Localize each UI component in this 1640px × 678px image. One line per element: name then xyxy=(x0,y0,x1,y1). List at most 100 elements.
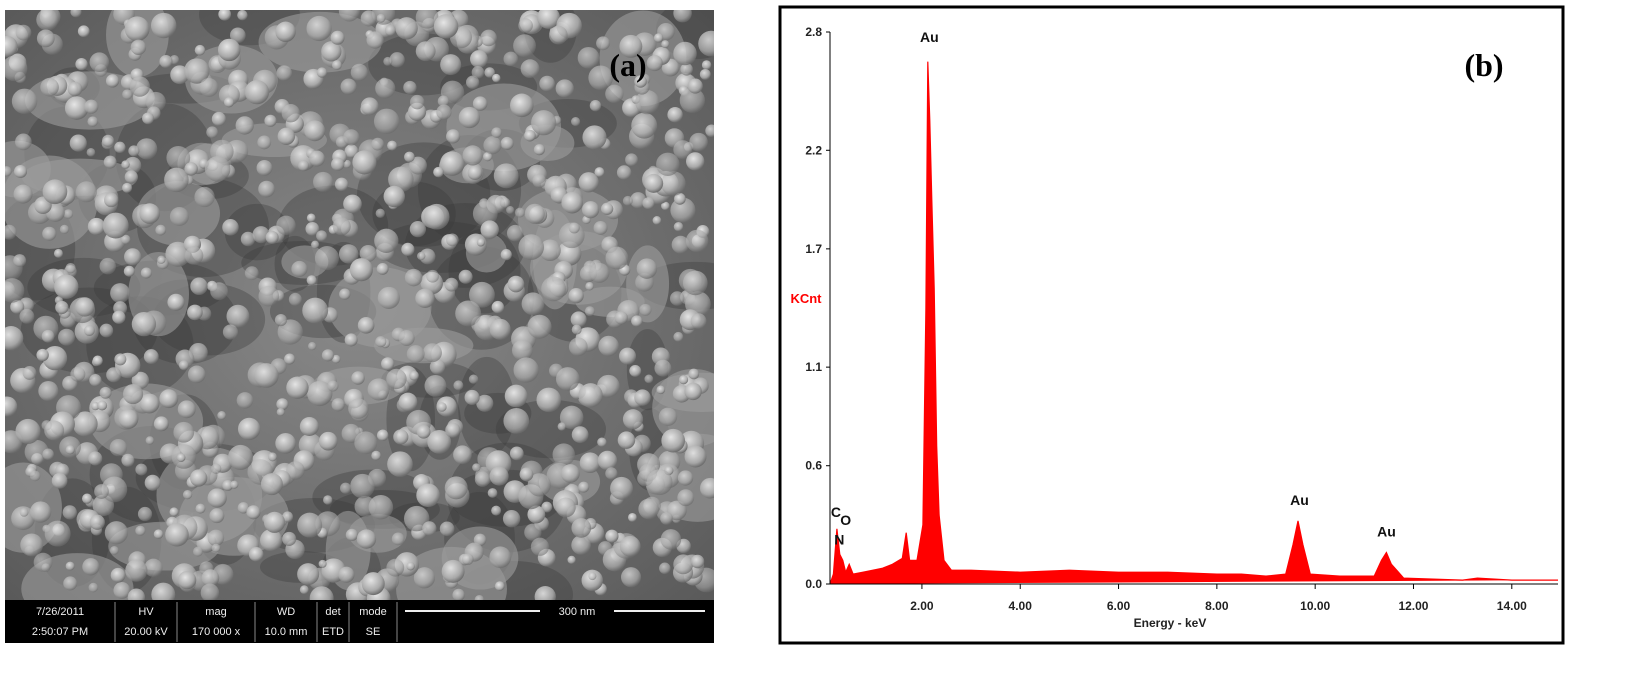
particle xyxy=(570,311,587,328)
particle xyxy=(491,505,502,516)
particle xyxy=(409,156,427,175)
particle xyxy=(99,257,116,275)
particle xyxy=(423,203,450,230)
particle xyxy=(104,192,119,208)
particle xyxy=(331,354,341,364)
particle xyxy=(506,205,515,215)
particle xyxy=(332,217,351,236)
x-tick-label: 4.00 xyxy=(1009,599,1033,613)
particle xyxy=(235,116,254,135)
particle xyxy=(571,426,589,444)
particle xyxy=(597,374,620,398)
particle xyxy=(536,387,562,413)
particle xyxy=(354,431,378,455)
particle xyxy=(165,241,191,267)
particle xyxy=(605,84,624,104)
particle xyxy=(129,76,150,97)
annotation: C xyxy=(831,504,841,520)
particle xyxy=(178,360,189,371)
particle xyxy=(415,10,439,29)
particle xyxy=(169,507,179,517)
particle xyxy=(670,197,696,223)
particle xyxy=(567,555,576,565)
particle xyxy=(483,152,493,162)
particle xyxy=(462,553,474,566)
particle xyxy=(54,274,79,299)
particle xyxy=(605,529,619,543)
particle xyxy=(195,503,206,514)
particle xyxy=(582,125,607,150)
flake xyxy=(328,267,432,348)
particle xyxy=(139,393,160,414)
particle xyxy=(677,470,694,486)
particle xyxy=(164,167,189,193)
particle xyxy=(29,501,52,523)
particle xyxy=(493,163,519,189)
particle xyxy=(502,510,521,528)
particle xyxy=(331,60,342,71)
particle xyxy=(480,29,497,47)
particle xyxy=(316,67,328,78)
particle xyxy=(184,246,204,265)
particle xyxy=(123,265,135,277)
particle xyxy=(555,497,576,518)
particle xyxy=(413,567,436,589)
particle xyxy=(503,408,530,434)
particle xyxy=(99,386,112,399)
particle xyxy=(276,408,285,417)
particle xyxy=(121,453,135,467)
particle xyxy=(15,418,41,444)
particle xyxy=(652,216,662,225)
particle xyxy=(539,239,561,262)
particle xyxy=(5,166,12,177)
info-header: mode xyxy=(359,606,387,618)
particle xyxy=(588,65,613,91)
particle xyxy=(137,506,153,522)
particle xyxy=(15,133,32,151)
particle xyxy=(673,10,692,23)
particle xyxy=(176,453,186,463)
particle xyxy=(581,569,603,592)
particle xyxy=(297,563,320,586)
particle xyxy=(636,258,658,279)
particle xyxy=(629,364,642,377)
particle xyxy=(59,224,70,234)
particle xyxy=(75,297,95,317)
info-value: SE xyxy=(366,626,381,638)
particle xyxy=(313,171,334,192)
particle xyxy=(281,104,300,123)
particle xyxy=(410,94,425,110)
particle xyxy=(155,224,167,236)
particle xyxy=(593,220,608,235)
particle xyxy=(151,582,176,600)
particle xyxy=(472,96,488,111)
particle xyxy=(446,233,459,247)
particle xyxy=(422,521,437,536)
particle xyxy=(619,34,643,58)
particle xyxy=(291,260,308,278)
particle xyxy=(589,262,610,283)
particles xyxy=(5,10,714,600)
particle xyxy=(509,446,524,461)
particle xyxy=(106,367,122,383)
particle xyxy=(99,323,114,338)
particle xyxy=(359,245,377,263)
particle xyxy=(190,277,208,295)
particle xyxy=(5,55,28,82)
annotation: Au xyxy=(920,29,939,45)
x-tick-label: 8.00 xyxy=(1205,599,1229,613)
particle xyxy=(491,127,502,138)
particle xyxy=(277,127,296,146)
particle xyxy=(192,546,203,557)
particle xyxy=(579,452,601,474)
particle xyxy=(415,288,435,308)
particle xyxy=(642,197,655,210)
particle xyxy=(120,234,131,245)
particle xyxy=(698,30,714,57)
particle xyxy=(619,347,637,365)
particle xyxy=(306,213,316,223)
particle xyxy=(667,107,683,123)
particle xyxy=(690,554,705,569)
particle xyxy=(236,392,254,409)
particle xyxy=(284,353,296,365)
